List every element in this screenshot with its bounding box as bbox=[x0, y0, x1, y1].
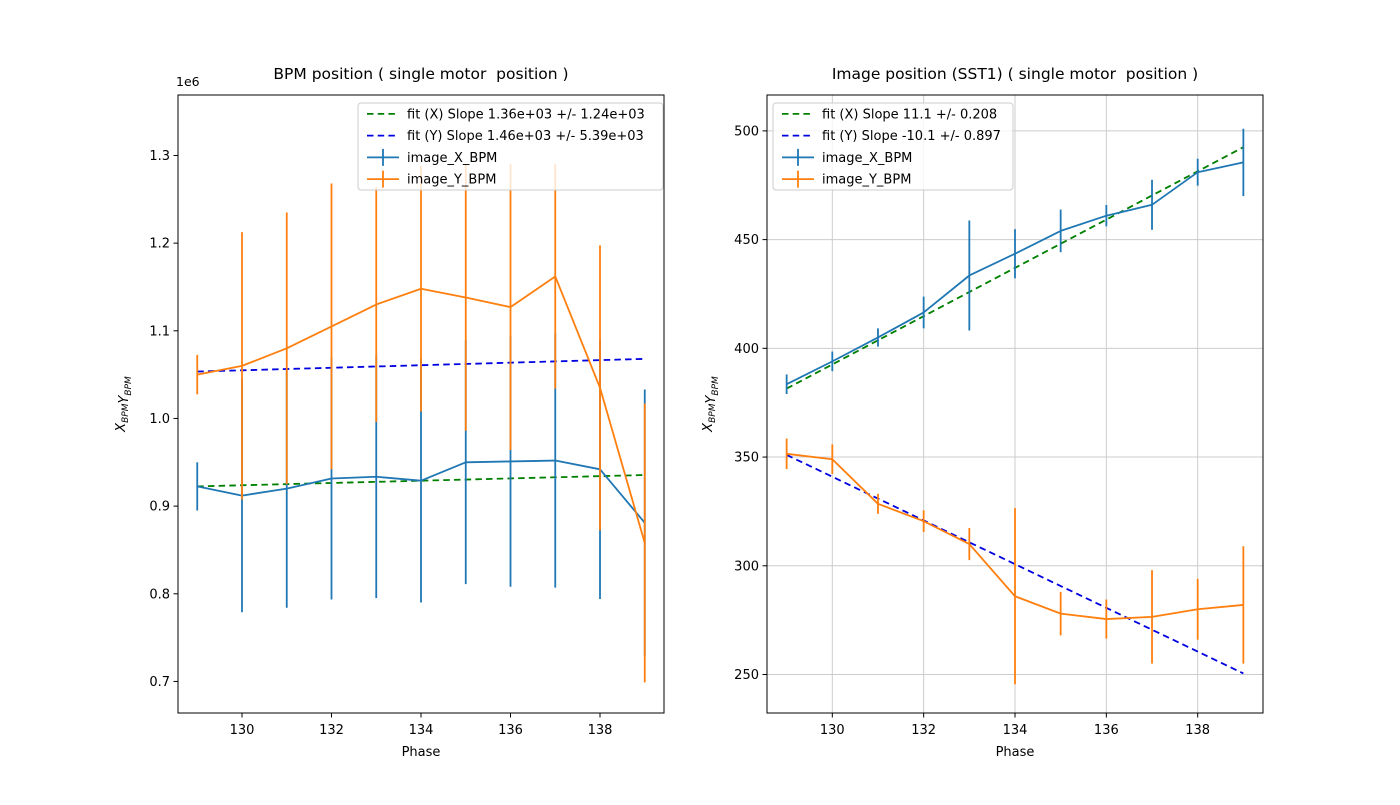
left-plot-legend-label: fit (Y) Slope 1.46e+03 +/- 5.39e+03 bbox=[407, 129, 644, 144]
left-plot-xtick-label: 134 bbox=[409, 723, 434, 738]
left-plot-offset-text: 1e6 bbox=[176, 74, 200, 89]
left-plot-ytick-label: 0.7 bbox=[149, 675, 170, 690]
right-plot-xtick-label: 134 bbox=[1003, 723, 1028, 738]
right-plot-fit-line-1 bbox=[786, 454, 1244, 675]
left-plot-title: BPM position ( single motor position ) bbox=[273, 65, 568, 83]
left-plot-xtick-label: 132 bbox=[319, 723, 344, 738]
left-plot-xtick-label: 130 bbox=[230, 723, 255, 738]
right-plot-xtick-label: 138 bbox=[1185, 723, 1210, 738]
right-plot-legend-label: image_X_BPM bbox=[822, 151, 912, 166]
right-plot-ylabel: XBPMYBPM bbox=[701, 376, 721, 433]
right-plot-line-image_Y_BPM bbox=[786, 452, 1244, 620]
right-plot-legend-label: image_Y_BPM bbox=[822, 173, 911, 188]
right-plot-xtick-label: 132 bbox=[911, 723, 936, 738]
right-plot-xtick-label: 136 bbox=[1094, 723, 1119, 738]
right-plot-ytick-label: 300 bbox=[734, 559, 759, 574]
left-plot-ytick-label: 1.1 bbox=[149, 324, 170, 339]
left-plot-xlabel: Phase bbox=[402, 745, 441, 760]
left-plot-ytick-label: 1.0 bbox=[149, 412, 170, 427]
right-plot-legend-label: fit (X) Slope 11.1 +/- 0.208 bbox=[822, 107, 997, 122]
right-plot-ytick-label: 400 bbox=[734, 342, 759, 357]
right-plot-xtick-label: 130 bbox=[820, 723, 845, 738]
left-plot-xtick-label: 138 bbox=[588, 723, 613, 738]
right-plot-xlabel: Phase bbox=[996, 745, 1035, 760]
left-plot-ytick-label: 0.8 bbox=[149, 587, 170, 602]
left-plot-line-image_Y_BPM bbox=[197, 275, 646, 544]
right-plot-legend-box bbox=[772, 102, 1014, 191]
right-plot-legend-label: fit (Y) Slope -10.1 +/- 0.897 bbox=[822, 129, 1001, 144]
left-plot: 130 132 134 136 138 0.7 0.8 0.9 1.0 1.1 1.2 1.3 BPM … bbox=[114, 65, 665, 760]
right-plot-ytick-label: 450 bbox=[734, 233, 759, 248]
left-plot-line-image_X_BPM bbox=[197, 459, 646, 524]
left-plot-legend-label: image_X_BPM bbox=[407, 151, 497, 166]
right-plot: 130 132 134 136 138 250 300 350 400 450 500 Image p… bbox=[701, 65, 1264, 760]
left-plot-legend-box bbox=[357, 102, 664, 191]
left-plot-ytick-label: 0.9 bbox=[149, 500, 170, 515]
right-plot-title: Image position (SST1) ( single motor pos… bbox=[832, 65, 1198, 83]
left-plot-ytick-label: 1.2 bbox=[149, 237, 170, 252]
left-plot-xtick-label: 136 bbox=[498, 723, 523, 738]
right-plot-ytick-label: 500 bbox=[734, 124, 759, 139]
right-plot-ytick-label: 350 bbox=[734, 451, 759, 466]
right-plot-ytick-label: 250 bbox=[734, 668, 759, 683]
left-plot-ylabel: XBPMYBPM bbox=[114, 376, 134, 433]
left-plot-legend-label: fit (X) Slope 1.36e+03 +/- 1.24e+03 bbox=[407, 107, 645, 122]
right-plot-line-image_X_BPM bbox=[786, 161, 1244, 386]
left-plot-legend-label: image_Y_BPM bbox=[407, 173, 496, 188]
left-plot-ytick-label: 1.3 bbox=[149, 149, 170, 164]
